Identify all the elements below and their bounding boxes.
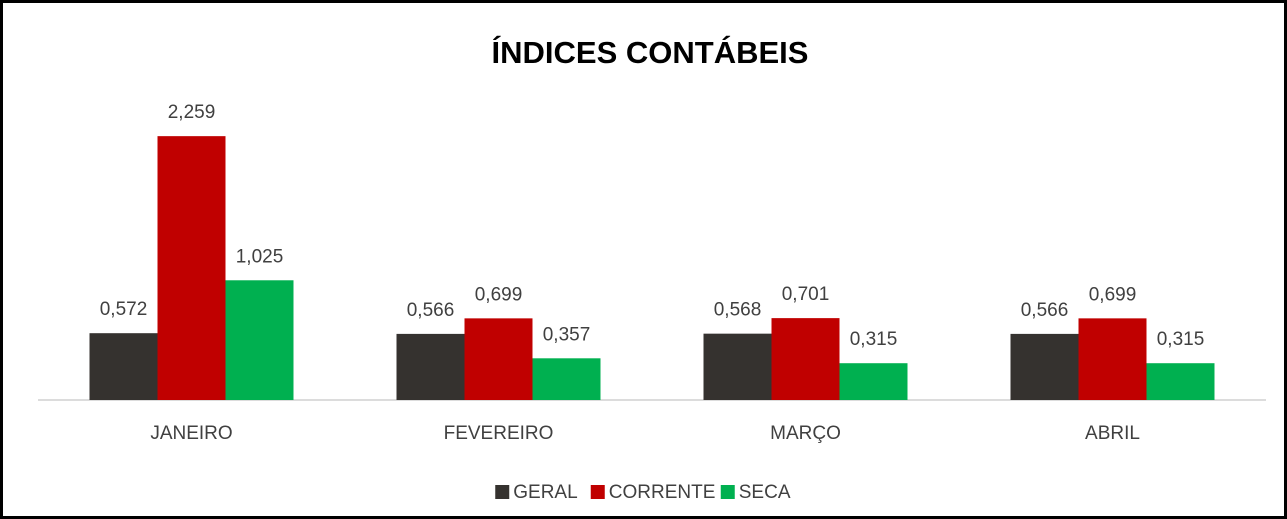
value-label: 0,566	[407, 300, 455, 321]
legend-swatch	[590, 485, 605, 499]
legend-label: CORRENTE	[609, 482, 716, 503]
x-tick-label: JANEIRO	[150, 423, 232, 444]
legend-swatch	[720, 485, 735, 499]
bar	[157, 136, 226, 400]
value-label: 0,699	[475, 284, 523, 305]
value-label: 0,357	[543, 324, 591, 345]
bar	[532, 358, 601, 400]
chart-title: ÍNDICES CONTÁBEIS	[492, 35, 809, 70]
value-label: 1,025	[236, 246, 284, 267]
bar	[703, 333, 772, 400]
x-tick-label: MARÇO	[770, 423, 841, 444]
bar	[1146, 363, 1215, 400]
x-tick-label: FEVEREIRO	[444, 423, 554, 444]
value-label: 0,568	[714, 300, 762, 321]
legend-label: SECA	[739, 482, 791, 503]
x-tick-label: ABRIL	[1085, 423, 1140, 444]
value-label: 0,315	[850, 329, 898, 350]
bar	[839, 363, 908, 400]
value-label: 0,315	[1157, 329, 1205, 350]
bar	[396, 333, 465, 400]
bar	[89, 333, 158, 400]
bar	[1010, 333, 1079, 400]
bar	[1078, 318, 1147, 400]
bar	[771, 318, 840, 400]
value-label: 2,259	[168, 102, 216, 123]
value-label: 0,699	[1089, 284, 1137, 305]
bar	[464, 318, 533, 400]
value-label: 0,701	[782, 284, 830, 305]
legend-label: GERAL	[513, 482, 577, 503]
bar	[225, 280, 294, 400]
legend-swatch	[495, 485, 510, 499]
value-label: 0,572	[100, 299, 148, 320]
value-label: 0,566	[1021, 300, 1069, 321]
